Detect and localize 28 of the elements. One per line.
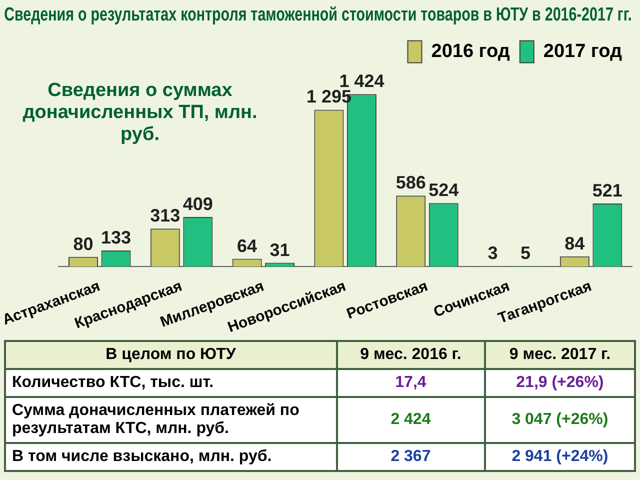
data-label: 133 xyxy=(100,227,132,248)
text: 9 мес. 2017 г. xyxy=(484,341,635,369)
text: 9 мес. 2016 г. xyxy=(336,341,485,369)
chart-title: Сведения о результатах контроля таможенной стоимости товаров в ЮТУ в 2016-2017 гг. xyxy=(4,4,632,26)
data-label: 80 xyxy=(73,234,94,254)
data-label: 31 xyxy=(270,240,290,260)
legend-label: 2017 год xyxy=(543,41,622,62)
text: Количество КТС, тыс. шт. xyxy=(5,369,337,397)
text: 21,9 (+26%) xyxy=(484,369,635,397)
text: 3 047 (+26%) xyxy=(484,397,635,443)
text: 2 367 xyxy=(336,443,485,471)
text: В том числе взыскано, млн. руб. xyxy=(5,443,337,471)
text: Сумма доначисленных платежей по результатам КТС, млн. руб. xyxy=(5,397,337,443)
data-label: 586 xyxy=(396,172,426,193)
data-label: 64 xyxy=(237,236,258,256)
data-label: 524 xyxy=(428,180,459,200)
legend-label: 2016 год xyxy=(431,41,510,62)
data-label: 84 xyxy=(564,233,585,254)
chart-subtitle: Сведения о суммах доначисленных ТП, млн. руб. xyxy=(22,80,258,146)
data-label: 3 xyxy=(488,243,498,264)
text: 2 941 (+24%) xyxy=(484,443,635,471)
data-label: 409 xyxy=(182,194,213,214)
text: В целом по ЮТУ xyxy=(5,341,337,369)
data-label: 313 xyxy=(150,206,180,226)
data-label: 5 xyxy=(520,242,531,263)
text: 17,4 xyxy=(336,369,485,397)
data-label: 521 xyxy=(592,180,622,200)
text: 2 424 xyxy=(336,397,485,443)
